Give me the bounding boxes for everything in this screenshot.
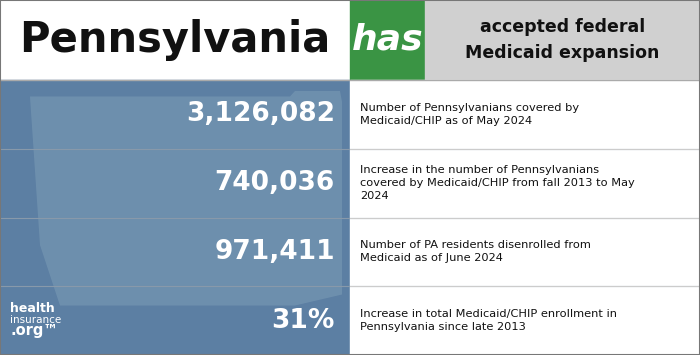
Text: 3,126,082: 3,126,082 (186, 102, 335, 127)
Bar (350, 80, 700, 355)
Text: 31%: 31% (272, 308, 335, 334)
Text: .org™: .org™ (10, 323, 58, 338)
Text: accepted federal
Medicaid expansion: accepted federal Medicaid expansion (466, 18, 659, 61)
Text: Increase in the number of Pennsylvanians
covered by Medicaid/CHIP from fall 2013: Increase in the number of Pennsylvanians… (360, 165, 635, 201)
Bar (350, 0, 425, 80)
Text: has: has (351, 23, 423, 57)
Text: Number of Pennsylvanians covered by
Medicaid/CHIP as of May 2024: Number of Pennsylvanians covered by Medi… (360, 103, 579, 126)
Polygon shape (30, 91, 342, 306)
Text: Increase in total Medicaid/CHIP enrollment in
Pennsylvania since late 2013: Increase in total Medicaid/CHIP enrollme… (360, 309, 617, 332)
Text: 971,411: 971,411 (214, 239, 335, 265)
Text: Number of PA residents disenrolled from
Medicaid as of June 2024: Number of PA residents disenrolled from … (360, 240, 591, 263)
Text: insurance: insurance (10, 315, 62, 324)
Bar (0, 0, 350, 80)
Bar (425, 0, 700, 80)
Text: Pennsylvania: Pennsylvania (20, 19, 330, 61)
Bar (0, 80, 350, 355)
Text: health: health (10, 302, 55, 315)
Text: 740,036: 740,036 (215, 170, 335, 196)
